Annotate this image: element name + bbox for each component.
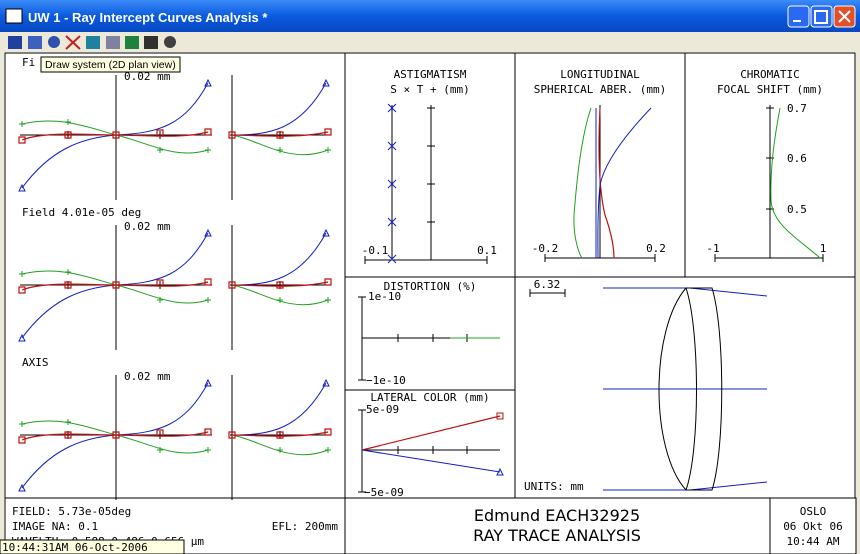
panel-title: ASTIGMATISM [394,68,467,81]
markers [18,378,330,492]
info-na: IMAGE NA: 0.1 [12,520,98,533]
fan-curve [21,281,329,291]
markers [18,278,332,294]
axis-label: 1 [820,242,827,255]
panel-title: DISTORTION (%) [384,280,477,293]
axis-label: -0.1 [362,244,389,257]
axis-label: 0.2 [646,242,666,255]
panel-title: CHROMATIC [740,68,800,81]
markers [18,78,330,192]
window-title: UW 1 - Ray Intercept Curves Analysis * [28,10,268,25]
axis-label: -0.2 [532,242,559,255]
tool-button[interactable] [164,36,176,48]
markers [19,119,331,153]
axis-label: −5e-09 [364,486,404,499]
program: OSLO [800,505,827,518]
axis-label: 5e-09 [366,403,399,416]
date: 06 Okt 06 [783,520,843,533]
tool-button[interactable] [106,36,120,49]
tool-button[interactable] [65,35,81,50]
analysis-name: RAY TRACE ANALYSIS [473,526,641,545]
tool-button[interactable] [48,36,60,48]
fan-scale: 0.02 mm [124,220,171,233]
axis-label: 0.1 [477,244,497,257]
axis-label: 0.6 [787,152,807,165]
markers [19,419,331,453]
panel-subtitle: FOCAL SHIFT (mm) [717,83,823,96]
fan-curve [21,131,329,141]
timestamp-box [0,539,185,554]
axis-label: −1e-10 [366,374,406,387]
axis-label: 0.5 [787,203,807,216]
lens-name: Edmund EACH32925 [474,506,640,525]
tool-button[interactable] [144,36,158,49]
tooltip [40,56,181,73]
app-icon [5,8,23,24]
markers [18,128,332,144]
fan-scale: 0.02 mm [124,370,171,383]
info-field: FIELD: 5.73e-05deg [12,505,131,518]
info-efl: EFL: 200mm [272,520,339,533]
panel-subtitle: S × T + (mm) [390,83,469,96]
lens-scale: 6.32 [534,278,561,291]
timestamp: 10:44:31AM 06-Oct-2006 [2,541,148,554]
tool-button[interactable] [125,36,139,49]
markers [18,428,332,444]
tooltip-text: Draw system (2D plan view) [45,59,176,71]
title-bar [0,0,860,32]
plot-area [4,52,856,554]
time: 10:44 AM [787,535,840,548]
fan-label: Fi [22,56,35,69]
tool-button[interactable] [28,36,42,49]
minimize[interactable] [787,5,810,28]
toolbar [8,35,176,50]
panel-subtitle: SPHERICAL ABER. (mm) [534,83,666,96]
tool-button[interactable] [8,36,22,49]
units-label: UNITS: mm [524,480,584,493]
markers [18,228,330,342]
fan-label: AXIS [22,356,49,369]
tool-button[interactable] [86,36,100,49]
fan-label: Field 4.01e-05 deg [22,206,141,219]
panel-title: LONGITUDINAL [560,68,640,81]
axis-label: -1 [706,242,719,255]
markers [19,269,331,303]
ray-fan: Fi 0.02 mm [18,56,332,200]
fan-scale: 0.02 mm [124,70,171,83]
panel-title: LATERAL COLOR (mm) [370,391,489,404]
axis-label: 0.7 [787,102,807,115]
fan-curve [21,431,329,441]
ray-fan: AXIS 0.02 mm [18,356,332,500]
axis-label: 1e-10 [368,290,401,303]
